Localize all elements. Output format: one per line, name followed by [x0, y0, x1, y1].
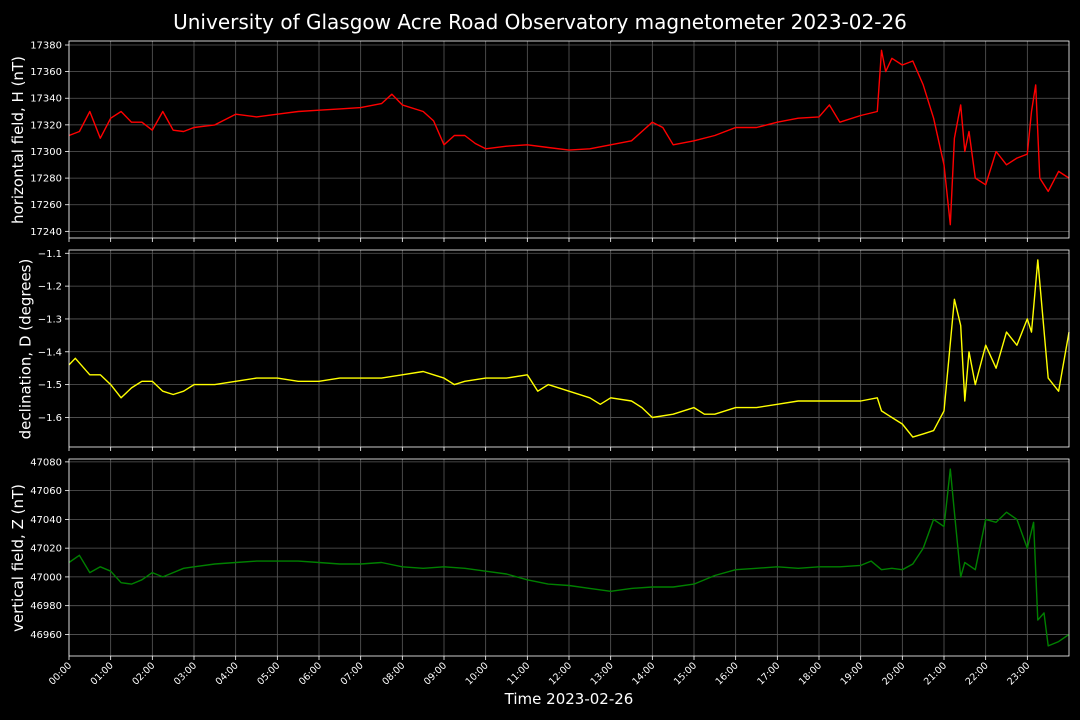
y-tick-label: 47060 — [30, 486, 62, 497]
x-tick-label: 04:00 — [214, 660, 241, 687]
y-tick-label: 47080 — [30, 457, 62, 468]
x-axis-label: Time 2023-02-26 — [504, 690, 634, 708]
y-tick-label: −1.3 — [38, 314, 62, 325]
x-tick-label: 03:00 — [172, 660, 199, 687]
x-tick-label: 21:00 — [922, 660, 949, 687]
y-tick-label: 17280 — [30, 174, 62, 185]
y-tick-label: −1.4 — [38, 347, 62, 358]
y-tick-label: −1.5 — [38, 380, 62, 391]
y-tick-label: 17340 — [30, 94, 62, 105]
x-tick-label: 11:00 — [505, 660, 532, 687]
y-tick-label: 17360 — [30, 67, 62, 78]
y-tick-label: 17300 — [30, 147, 62, 158]
y-tick-label: −1.1 — [38, 249, 62, 260]
x-tick-label: 18:00 — [797, 660, 824, 687]
x-tick-label: 16:00 — [714, 660, 741, 687]
y-tick-label: 17240 — [30, 227, 62, 238]
x-tick-label: 00:00 — [47, 660, 74, 687]
series-line-1 — [68, 259, 1070, 438]
x-tick-label: 14:00 — [630, 660, 657, 687]
y-tick-label: 46960 — [30, 630, 62, 641]
series-line-0 — [68, 49, 1070, 226]
x-tick-label: 05:00 — [255, 660, 282, 687]
chart-title: University of Glasgow Acre Road Observat… — [173, 10, 907, 34]
x-tick-label: 02:00 — [130, 660, 157, 687]
y-axis-label-d: declination, D (degrees) — [15, 258, 34, 439]
y-tick-label: 17320 — [30, 120, 62, 131]
x-tick-label: 15:00 — [672, 660, 699, 687]
y-tick-label: 17380 — [30, 40, 62, 51]
x-tick-label: 20:00 — [880, 660, 907, 687]
x-tick-label: 08:00 — [380, 660, 407, 687]
x-tick-label: 07:00 — [339, 660, 366, 687]
x-tick-label: 12:00 — [547, 660, 574, 687]
y-tick-label: −1.2 — [38, 282, 62, 293]
x-tick-label: 13:00 — [589, 660, 616, 687]
x-tick-label: 10:00 — [464, 660, 491, 687]
y-tick-label: 17260 — [30, 200, 62, 211]
x-tick-label: 23:00 — [1005, 660, 1032, 687]
x-tick-label: 01:00 — [89, 660, 116, 687]
y-tick-label: 47040 — [30, 515, 62, 526]
x-tick-label: 09:00 — [422, 660, 449, 687]
y-axis-label-h: horizontal field, H (nT) — [8, 55, 27, 224]
y-tick-label: 46980 — [30, 601, 62, 612]
series-line-2 — [68, 468, 1070, 647]
x-tick-label: 22:00 — [964, 660, 991, 687]
y-axis-label-z: vertical field, Z (nT) — [9, 483, 28, 632]
y-tick-label: 47020 — [30, 544, 62, 555]
y-tick-label: −1.6 — [38, 413, 62, 424]
x-tick-label: 06:00 — [297, 660, 324, 687]
y-tick-label: 47000 — [30, 572, 62, 583]
x-tick-label: 17:00 — [755, 660, 782, 687]
x-tick-label: 19:00 — [839, 660, 866, 687]
